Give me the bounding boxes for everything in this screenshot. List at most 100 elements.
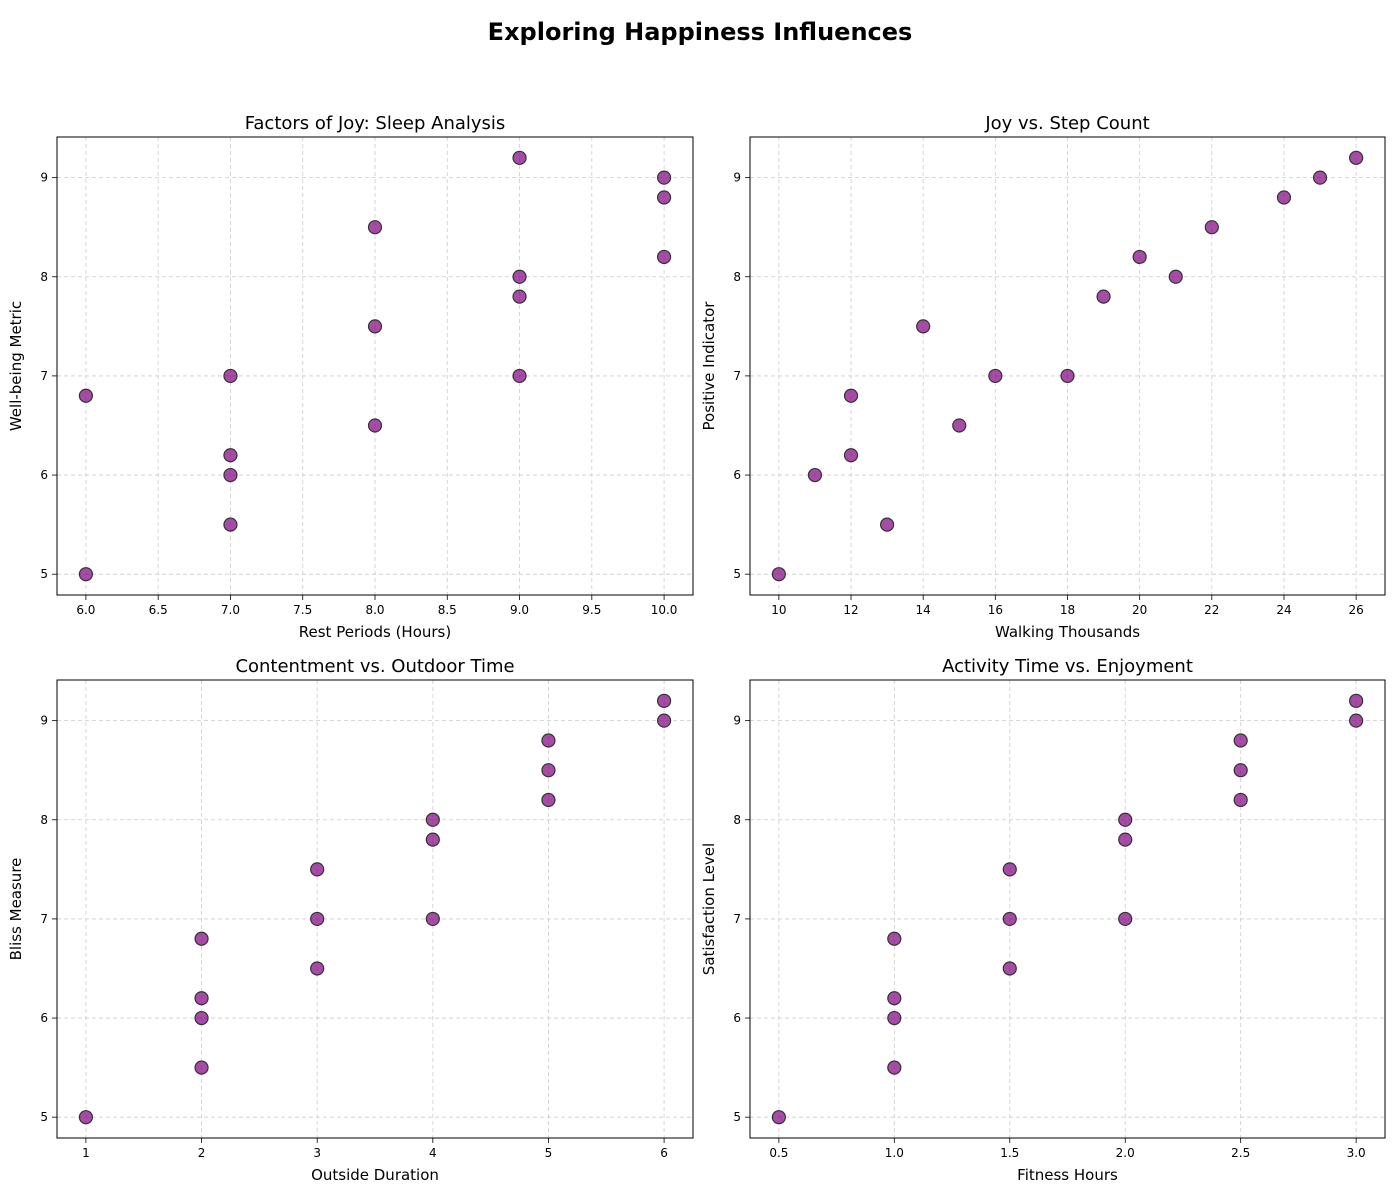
y-axis-label: Positive Indicator [700,301,718,431]
x-tick-label: 8.5 [438,603,457,617]
scatter-point [194,1060,209,1075]
scatter-point [78,567,94,582]
panel-title: Contentment vs. Outdoor Time [235,656,514,677]
scatter-point [194,1010,209,1026]
scatter-point [656,190,672,205]
figure-title: Exploring Happiness Influences [487,18,913,46]
y-tick-label: 8 [733,270,741,284]
y-tick-label: 9 [733,171,741,185]
scatter-point [1233,763,1248,778]
x-axis-label: Outside Duration [311,1166,439,1184]
scatter-point [425,832,440,847]
x-tick-label: 9.0 [510,603,529,617]
axes-frame [749,136,1386,596]
scatter-point [771,1110,786,1125]
y-tick-label: 8 [40,270,48,284]
scatter-point [310,961,325,976]
y-tick-label: 7 [40,369,48,383]
y-tick-label: 9 [40,714,48,728]
scatter-point [310,911,325,927]
axes-frame [56,136,694,596]
scatter-point [843,448,859,463]
scatter-point [541,733,556,748]
scatter-point [310,862,325,877]
y-tick-label: 7 [733,369,741,383]
scatter-point [656,713,672,728]
scatter-panel-4: 0.5 1.0 1.5 2.0 2.5 3.0 5 6 7 8 9 Activity Time vs.… [700,656,1386,1184]
scatter-point [1118,911,1133,927]
y-tick-label: 7 [733,912,741,926]
scatter-point [1118,812,1133,827]
x-tick-label: 14 [916,603,931,617]
scatter-point [512,289,527,304]
y-axis-label: Satisfaction Level [700,843,718,975]
axes-frame [749,679,1386,1139]
scatter-point [512,368,527,384]
y-tick-label: 5 [733,1110,741,1124]
y-tick-label: 8 [40,813,48,827]
scatter-point [1002,862,1017,877]
x-tick-label: 24 [1276,603,1291,617]
y-tick-label: 5 [733,567,741,581]
scatter-point [1204,220,1219,235]
x-tick-label: 6.5 [149,603,168,617]
scatter-point [887,991,902,1006]
scatter-panel-3: 1 2 3 4 5 6 5 6 7 8 9 Contentment vs. Outdoor Time O… [7,656,694,1184]
x-tick-label: 16 [988,603,1003,617]
y-tick-label: 7 [40,912,48,926]
y-tick-label: 6 [733,1011,741,1025]
y-axis-label: Well-being Metric [7,301,25,431]
scatter-point [223,517,238,532]
scatter-point [771,567,786,582]
scatter-point [1276,190,1292,205]
scatter-point [843,388,859,403]
y-tick-label: 9 [733,714,741,728]
y-tick-label: 6 [733,468,741,482]
panel-title: Activity Time vs. Enjoyment [942,656,1193,677]
x-tick-label: 10 [771,603,786,617]
scatter-point [1168,269,1183,284]
scatter-point [880,517,895,532]
scatter-point [1002,911,1017,927]
scatter-point [425,812,440,827]
scatter-point [194,991,209,1006]
scatter-point [512,269,527,284]
scatter-point [78,388,94,403]
x-tick-label: 8.0 [365,603,384,617]
y-tick-label: 6 [40,468,48,482]
scatter-point [194,931,209,946]
scatter-point [223,467,238,483]
scatter-point [1349,713,1364,728]
x-tick-label: 12 [843,603,858,617]
x-tick-label: 26 [1348,603,1363,617]
x-tick-label: 1 [82,1146,90,1160]
scatter-point [223,448,238,463]
y-tick-label: 9 [40,171,48,185]
y-axis-label: Bliss Measure [7,858,25,961]
scatter-point [541,763,556,778]
x-tick-label: 3.0 [1347,1146,1366,1160]
scatter-point [1118,832,1133,847]
axes-frame [56,679,694,1139]
x-tick-label: 22 [1204,603,1219,617]
x-tick-label: 9.5 [582,603,601,617]
scatter-point [887,1060,902,1075]
scatter-point [1233,792,1248,808]
scatter-point [656,249,672,265]
x-tick-label: 7.0 [221,603,240,617]
x-tick-label: 6 [660,1146,668,1160]
scatter-point [512,150,527,165]
x-tick-label: 0.5 [769,1146,788,1160]
scatter-point [367,220,383,235]
scatter-point [1349,150,1364,165]
y-tick-label: 6 [40,1011,48,1025]
x-tick-label: 18 [1060,603,1075,617]
panel-title: Joy vs. Step Count [984,113,1149,134]
x-axis-label: Rest Periods (Hours) [299,623,451,641]
x-axis-label: Walking Thousands [995,623,1140,641]
scatter-point [887,931,902,946]
scatter-point [367,418,383,433]
y-tick-label: 5 [40,1110,48,1124]
x-tick-label: 3 [313,1146,321,1160]
